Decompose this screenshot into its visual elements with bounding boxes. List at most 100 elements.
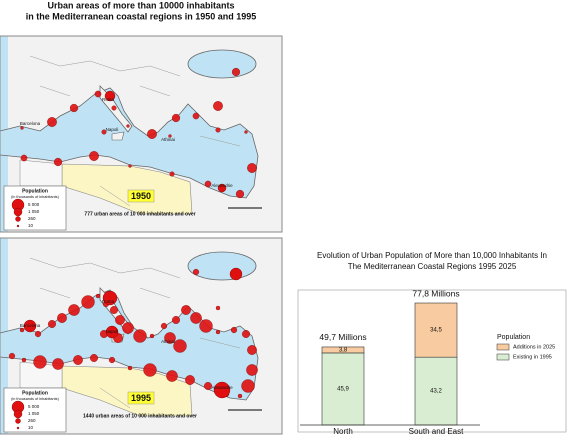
urban-area [127, 365, 133, 371]
map-legend-label: 260 [28, 216, 36, 221]
urban-area [215, 305, 221, 311]
total-label: 77,8 Millions [412, 288, 459, 298]
urban-area [168, 134, 172, 138]
urban-area [192, 112, 200, 120]
legend-label: Existing in 1995 [513, 354, 552, 360]
value-label: 45,9 [337, 387, 349, 393]
urban-area [48, 319, 57, 328]
urban-area [147, 129, 157, 139]
urban-area [169, 171, 175, 177]
map-legend-symbol [16, 426, 20, 430]
bar-chart: Evolution of Urban Population of More th… [297, 251, 567, 436]
map-legend-symbol [16, 224, 20, 228]
urban-area [34, 330, 42, 338]
urban-area [108, 356, 116, 364]
maps: Barcelona Roma Napoli Athinai Alexandrie Popu… [0, 35, 283, 435]
urban-area [173, 339, 187, 353]
urban-area [235, 189, 245, 199]
urban-area [230, 326, 238, 334]
urban-area [115, 315, 125, 325]
urban-area [192, 268, 200, 276]
urban-area [241, 329, 250, 338]
map-caption: 1440 urban areas of 10 000 inhabitants a… [83, 413, 197, 419]
city-label: Napoli [106, 127, 119, 132]
urban-area [213, 381, 231, 399]
x-tick-label: South and East [409, 427, 464, 436]
urban-area [53, 157, 63, 167]
chart-frame [297, 289, 567, 433]
map-legend-symbol [13, 207, 23, 217]
urban-area [81, 295, 95, 309]
urban-area [122, 322, 134, 334]
total-label: 49,7 Millions [319, 332, 366, 342]
map-legend-label: 5 000 [28, 404, 40, 409]
urban-area [128, 164, 132, 168]
legend-title: Population [497, 334, 530, 341]
map-legend-label: 10 [28, 425, 34, 430]
map-legend-title: Population [22, 390, 48, 396]
bar-segment [321, 352, 365, 426]
urban-area [23, 319, 37, 333]
legend-label: Additions in 2025 [513, 344, 555, 350]
urban-area [52, 358, 64, 370]
map-legend-symbol [15, 418, 21, 424]
urban-area [237, 393, 243, 399]
urban-area [160, 322, 168, 330]
urban-area [241, 379, 255, 393]
legend-swatch [496, 343, 510, 351]
urban-area [68, 304, 80, 316]
bar-segment [321, 346, 365, 354]
year-label: 1950 [131, 191, 151, 201]
urban-area [102, 290, 118, 306]
urban-area [109, 305, 118, 314]
year-box [127, 189, 155, 203]
urban-area [164, 332, 176, 344]
map-legend-symbol [13, 409, 23, 419]
city-label: Napoli [106, 329, 119, 334]
urban-area [171, 315, 180, 324]
urban-area [247, 163, 257, 173]
map-legend-subtitle: (in thousands of inhabitants) [11, 397, 59, 401]
urban-area [73, 355, 83, 365]
urban-area [231, 67, 241, 77]
value-label: 3,8 [339, 348, 348, 354]
urban-area [20, 126, 24, 130]
map-caption: 777 urban areas of 10 000 inhabitants an… [84, 211, 195, 217]
urban-area [203, 381, 212, 390]
urban-area [47, 117, 57, 127]
urban-area [247, 345, 257, 355]
x-tick-label: North [333, 427, 353, 436]
urban-area [133, 329, 147, 343]
urban-area [185, 375, 195, 385]
map-legend-label: 260 [28, 418, 36, 423]
urban-area [166, 370, 178, 382]
bar-segment [414, 302, 458, 358]
urban-area [69, 103, 79, 113]
bar-segment [414, 356, 458, 426]
urban-area [19, 327, 25, 333]
urban-area [126, 124, 130, 128]
urban-area [204, 180, 212, 188]
value-label: 43,2 [430, 389, 442, 395]
map-legend-label: 1 050 [28, 411, 40, 416]
urban-area [33, 355, 47, 369]
urban-area [215, 127, 221, 133]
urban-area [149, 333, 155, 339]
city-label: Roma [102, 299, 115, 304]
urban-area [199, 319, 213, 333]
city-label: Barcelona [20, 121, 41, 126]
urban-area [143, 363, 157, 377]
urban-area [215, 329, 221, 335]
urban-area [104, 90, 116, 102]
city-label: Alexandrie [211, 385, 233, 390]
urban-area [57, 313, 67, 323]
urban-area [181, 305, 191, 315]
legend-swatch [496, 353, 510, 361]
urban-area [89, 353, 98, 362]
map-legend-symbol [15, 216, 21, 222]
map-title: in the Mediterranean coastal regions in … [26, 11, 257, 21]
map-legend-label: 10 [28, 223, 34, 228]
map: Barcelona Roma Napoli Athinai Alexandrie Popu… [0, 237, 283, 435]
value-label: 34,5 [430, 328, 442, 334]
